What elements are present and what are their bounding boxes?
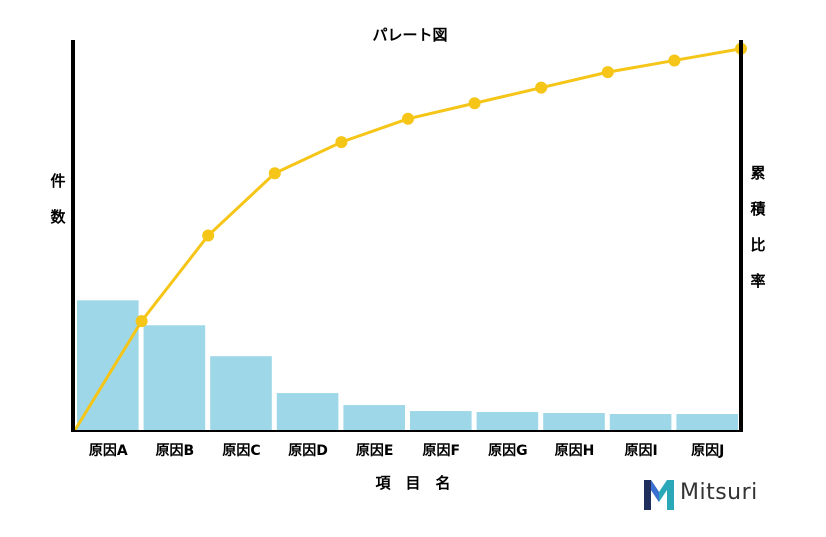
x-tick-label: 原因D — [288, 443, 328, 459]
mitsuri-logo-icon — [644, 480, 674, 510]
bar-原因I — [609, 414, 672, 430]
bar-原因E — [343, 405, 405, 430]
bar-原因H — [543, 413, 605, 430]
x-tick-labels: 原因A 原因B 原因C 原因D 原因E 原因F 原因G 原因H 原因I 原因J — [89, 443, 724, 459]
cumulative-point — [668, 54, 681, 67]
svg-text:積: 積 — [749, 200, 766, 218]
svg-text:件: 件 — [50, 172, 65, 190]
mitsuri-logo-text: Mitsuri — [680, 480, 758, 505]
svg-text:率: 率 — [750, 272, 765, 290]
y-axis-label: 件数 — [50, 172, 66, 226]
svg-text:比: 比 — [750, 236, 765, 254]
bar-原因J — [676, 414, 738, 430]
x-tick-label: 原因E — [356, 443, 394, 459]
svg-text:数: 数 — [50, 208, 66, 226]
x-axis-label: 項 目 名 — [375, 474, 450, 492]
cumulative-point — [202, 229, 215, 242]
bar-原因D — [276, 393, 339, 430]
cumulative-point — [268, 167, 281, 180]
bar-原因C — [210, 356, 272, 430]
x-tick-label: 原因F — [423, 443, 461, 459]
cumulative-point — [468, 97, 481, 110]
x-tick-label: 原因C — [222, 443, 260, 459]
x-tick-label: 原因J — [691, 443, 724, 459]
svg-text:累: 累 — [750, 164, 765, 182]
cumulative-point — [402, 112, 414, 125]
x-tick-label: 原因H — [555, 443, 595, 459]
bar-原因F — [410, 411, 472, 430]
cumulative-point — [535, 81, 548, 94]
bar-原因G — [476, 412, 539, 430]
cumulative-point — [135, 315, 148, 328]
x-tick-label: 原因G — [488, 443, 528, 459]
x-tick-label: 原因A — [89, 443, 128, 459]
cumulative-line-layer — [73, 42, 747, 431]
chart-title: パレート図 — [372, 26, 447, 44]
cumulative-point — [601, 66, 614, 79]
bars-layer — [77, 300, 738, 430]
cumulative-point — [335, 136, 348, 149]
x-tick-label: 原因I — [624, 443, 657, 459]
mitsuri-logo: Mitsuri — [642, 478, 772, 514]
bar-原因B — [143, 325, 206, 430]
x-tick-label: 原因B — [156, 443, 195, 459]
svg-text:項 目 名: 項 目 名 — [375, 474, 450, 492]
